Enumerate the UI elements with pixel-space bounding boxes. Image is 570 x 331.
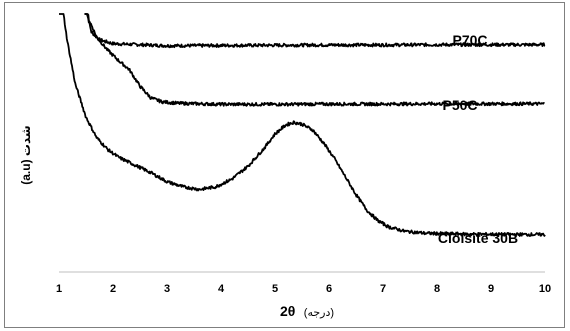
series-line [84, 13, 546, 49]
x-axis-label-unit: (درجه) [304, 307, 334, 319]
x-tick-label: 1 [56, 283, 62, 295]
x-tick-label: 7 [380, 283, 386, 295]
series-labels: P70C P50C Cloisite 30B [438, 32, 518, 246]
series-line [84, 13, 545, 107]
x-tick-label: 4 [218, 283, 225, 295]
series-label: Cloisite 30B [438, 230, 518, 246]
x-tick-labels: 1 2 3 4 5 6 7 8 9 10 [56, 283, 551, 295]
chart-frame [4, 2, 565, 328]
x-axis-label-main: 2θ [280, 303, 295, 319]
x-tick-label: 9 [488, 283, 494, 295]
x-tick-label: 10 [539, 283, 551, 295]
x-tick-label: 8 [434, 283, 440, 295]
x-tick-label: 3 [164, 283, 170, 295]
y-axis-label: (a.u) شدت [19, 125, 33, 184]
series-line [58, 13, 546, 237]
series-layer [58, 13, 546, 237]
x-axis-label: 2θ (درجه) [280, 303, 334, 320]
x-tick-label: 6 [326, 283, 332, 295]
series-label: P50C [442, 97, 477, 113]
x-tick-label: 5 [272, 283, 278, 295]
x-tick-label: 2 [110, 283, 116, 295]
series-label: P70C [452, 32, 487, 48]
